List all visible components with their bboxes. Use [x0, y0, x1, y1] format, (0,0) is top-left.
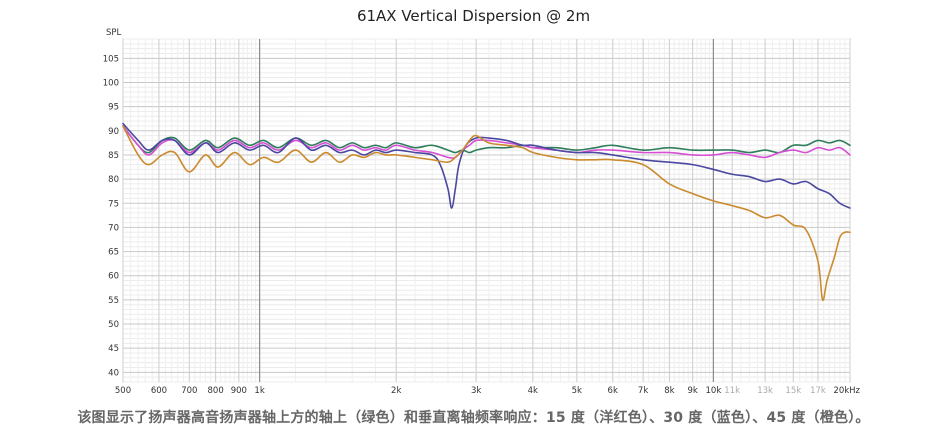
y-tick-label: 50 — [108, 320, 119, 330]
x-tick-label: 8k — [664, 386, 674, 396]
x-tick-label: 1k — [254, 386, 264, 396]
x-tick-label: 20kHz — [833, 386, 860, 396]
x-tick-label: 9k — [687, 386, 697, 396]
y-tick-label: 95 — [108, 103, 119, 113]
y-tick-label: 65 — [108, 248, 119, 258]
series-line-1 — [122, 125, 851, 154]
x-tick-label: 17k — [810, 386, 826, 396]
y-tick-label: 90 — [108, 127, 119, 137]
series-line-4 — [122, 125, 851, 302]
major-grid — [122, 39, 851, 382]
x-tick-label: 11k — [724, 386, 740, 396]
y-tick-label: 55 — [108, 296, 119, 306]
x-tick-label: 13k — [757, 386, 773, 396]
x-tick-label: 500 — [115, 386, 131, 396]
y-tick-label: 105 — [103, 54, 119, 64]
series-layer — [122, 122, 851, 302]
y-tick-label: 70 — [108, 223, 119, 233]
figure-caption: 该图显示了扬声器高音扬声器轴上方的轴上（绿色）和垂直离轴频率响应：15 度（洋红… — [77, 410, 870, 426]
x-tick-label: 2k — [391, 386, 401, 396]
x-tick-label: 7k — [638, 386, 648, 396]
chart-title: 61AX Vertical Dispersion @ 2m — [356, 7, 591, 25]
series-line-3 — [122, 122, 851, 209]
x-tick-label: 900 — [231, 386, 247, 396]
y-tick-label: 45 — [108, 344, 119, 354]
y-tick-labels: 40 45 50 55 60 65 70 75 80 85 90 95 100 105 — [103, 54, 119, 378]
x-tick-label: 4k — [528, 386, 538, 396]
y-tick-label: 60 — [108, 272, 119, 282]
x-tick-label: 800 — [208, 386, 224, 396]
x-tick-label: 5k — [572, 386, 582, 396]
x-tick-label: 15k — [785, 386, 801, 396]
y-tick-label: 80 — [108, 175, 119, 185]
x-tick-label: 6k — [608, 386, 618, 396]
x-tick-labels: 500 600 700 800 900 1k 2k 3k 4k 5k 6k 7k 8k 9k 10k 11k 1… — [115, 386, 861, 396]
y-tick-label: 100 — [103, 78, 119, 88]
x-tick-label: 3k — [471, 386, 481, 396]
y-tick-label: 40 — [108, 368, 119, 378]
y-tick-label: 75 — [108, 199, 119, 209]
x-tick-label: 10k — [706, 386, 722, 396]
y-axis-label: SPL — [106, 28, 122, 38]
x-tick-label: 700 — [181, 386, 197, 396]
y-tick-label: 85 — [108, 151, 119, 161]
x-tick-label: 600 — [151, 386, 167, 396]
